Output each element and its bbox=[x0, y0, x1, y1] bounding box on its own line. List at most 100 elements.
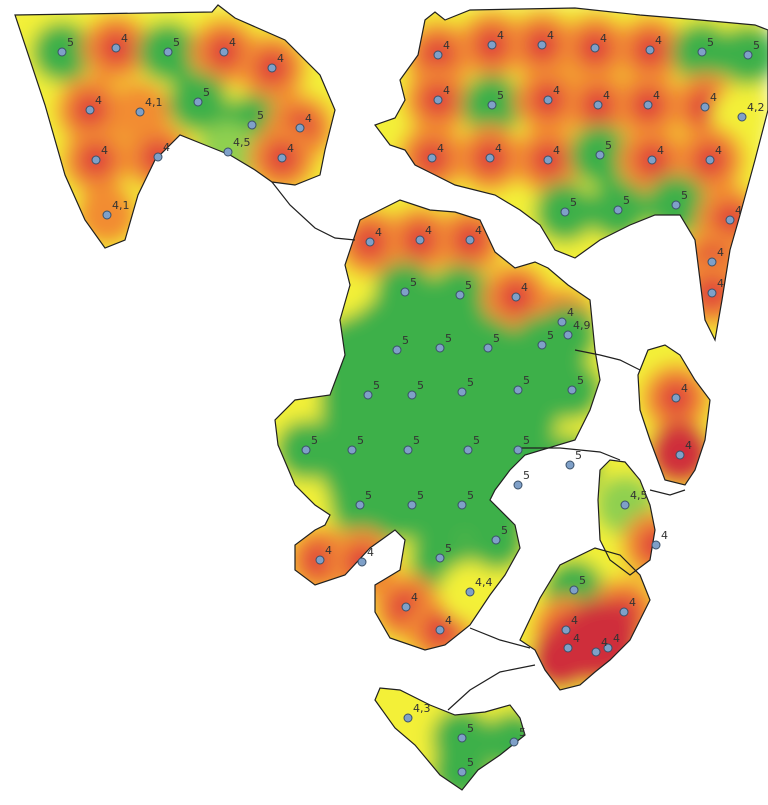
sample-point-label: 5 bbox=[523, 469, 530, 482]
sample-point-marker bbox=[543, 95, 553, 105]
sample-point-marker bbox=[357, 557, 367, 567]
sample-point-label: 5 bbox=[523, 434, 530, 447]
sample-point-label: 4,9 bbox=[573, 319, 591, 332]
sample-point-label: 4 bbox=[567, 306, 574, 319]
sample-point-marker bbox=[569, 585, 579, 595]
sample-point: 5 bbox=[567, 374, 584, 395]
sample-point-marker bbox=[595, 150, 605, 160]
sample-point-label: 4 bbox=[661, 529, 668, 542]
sample-point: 4 bbox=[415, 224, 432, 245]
sample-point-label: 4 bbox=[495, 142, 502, 155]
sample-point: 4 bbox=[435, 614, 452, 635]
sample-point-marker bbox=[295, 123, 305, 133]
sample-point-label: 5 bbox=[417, 379, 424, 392]
sample-point-label: 4 bbox=[603, 89, 610, 102]
sample-point-label: 4 bbox=[655, 34, 662, 47]
sample-point-marker bbox=[537, 40, 547, 50]
sample-point-marker bbox=[561, 625, 571, 635]
sample-point-label: 5 bbox=[203, 86, 210, 99]
sample-point-label: 4 bbox=[445, 614, 452, 627]
sample-point-marker bbox=[513, 445, 523, 455]
sample-point: 4 bbox=[537, 29, 554, 50]
sample-point-label: 4,4 bbox=[475, 576, 493, 589]
sample-point-marker bbox=[651, 540, 661, 550]
sample-point-marker bbox=[513, 480, 523, 490]
outline-northeast bbox=[374, 7, 768, 342]
sample-point-marker bbox=[565, 460, 575, 470]
sample-point-label: 5 bbox=[365, 489, 372, 502]
sample-point-label: 5 bbox=[467, 376, 474, 389]
sample-point-marker bbox=[725, 215, 735, 225]
sample-point-marker bbox=[435, 625, 445, 635]
sample-point-label: 4,5 bbox=[233, 136, 251, 149]
sample-point: 4,4 bbox=[465, 576, 493, 597]
sample-point-label: 4 bbox=[601, 636, 608, 649]
sample-point: 5 bbox=[595, 139, 612, 160]
sample-point: 5 bbox=[163, 36, 180, 57]
sample-point: 4 bbox=[643, 89, 660, 110]
sample-point-marker bbox=[403, 445, 413, 455]
sample-point: 4,2 bbox=[737, 101, 765, 122]
sample-point-label: 5 bbox=[402, 334, 409, 347]
sample-point: 4 bbox=[219, 36, 236, 57]
sample-point: 4 bbox=[433, 39, 450, 60]
sample-point-label: 4 bbox=[287, 142, 294, 155]
sample-point: 5 bbox=[457, 722, 474, 743]
sample-point-marker bbox=[465, 587, 475, 597]
sample-point-label: 4 bbox=[685, 439, 692, 452]
sample-point-label: 5 bbox=[523, 374, 530, 387]
sample-point: 4 bbox=[671, 382, 688, 403]
sample-point-label: 5 bbox=[547, 329, 554, 342]
sample-point-label: 4 bbox=[437, 142, 444, 155]
sample-point: 4 bbox=[563, 632, 580, 653]
sample-point: 4 bbox=[675, 439, 692, 460]
sample-point-marker bbox=[743, 50, 753, 60]
sample-point: 5 bbox=[697, 36, 714, 57]
sample-point-marker bbox=[457, 767, 467, 777]
sample-point-label: 4 bbox=[710, 91, 717, 104]
sample-point: 5 bbox=[247, 109, 264, 130]
sample-point-label: 4,5 bbox=[630, 489, 648, 502]
sample-point: 4 bbox=[433, 84, 450, 105]
outline-east-lobe bbox=[637, 344, 711, 486]
sample-point: 5 bbox=[483, 332, 500, 353]
sample-point: 5 bbox=[463, 434, 480, 455]
sample-point-marker bbox=[415, 235, 425, 245]
sample-point-marker bbox=[645, 45, 655, 55]
sample-point: 5 bbox=[513, 374, 530, 395]
sample-point-label: 5 bbox=[173, 36, 180, 49]
sample-point-marker bbox=[537, 340, 547, 350]
outline-bottom bbox=[374, 687, 526, 791]
sample-point-label: 5 bbox=[445, 332, 452, 345]
sample-point-label: 4 bbox=[443, 84, 450, 97]
sample-point-label: 5 bbox=[373, 379, 380, 392]
sample-point: 4 bbox=[561, 614, 578, 635]
sample-point-marker bbox=[457, 500, 467, 510]
sample-point-label: 4 bbox=[653, 89, 660, 102]
sample-point-label: 4 bbox=[229, 36, 236, 49]
sample-point-marker bbox=[465, 235, 475, 245]
sample-point: 4 bbox=[401, 591, 418, 612]
sample-point-label: 4,1 bbox=[112, 199, 130, 212]
sample-point-marker bbox=[363, 390, 373, 400]
sample-point: 5 bbox=[355, 489, 372, 510]
sample-point-marker bbox=[401, 602, 411, 612]
sample-point: 4 bbox=[619, 596, 636, 617]
sample-point-label: 5 bbox=[357, 434, 364, 447]
sample-point: 4 bbox=[465, 224, 482, 245]
sample-point: 5 bbox=[513, 434, 530, 455]
sample-point-label: 4 bbox=[613, 632, 620, 645]
sample-point: 5 bbox=[407, 379, 424, 400]
sample-point-marker bbox=[219, 47, 229, 57]
sample-point-marker bbox=[400, 287, 410, 297]
sample-point-label: 5 bbox=[570, 196, 577, 209]
sample-point: 4 bbox=[511, 281, 528, 302]
sample-point-label: 5 bbox=[410, 276, 417, 289]
sample-point-marker bbox=[102, 210, 112, 220]
sample-point-label: 5 bbox=[311, 434, 318, 447]
sample-point-marker bbox=[427, 153, 437, 163]
sample-point-label: 5 bbox=[257, 109, 264, 122]
sample-point: 4 bbox=[315, 544, 332, 565]
sample-point-label: 4 bbox=[735, 204, 742, 217]
